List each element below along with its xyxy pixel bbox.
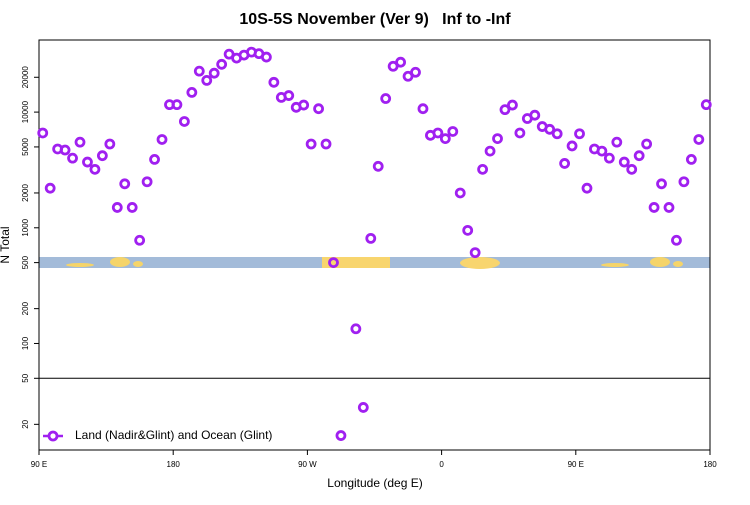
point bbox=[581, 182, 593, 194]
point bbox=[507, 99, 518, 111]
point bbox=[417, 103, 429, 115]
point bbox=[618, 156, 630, 168]
point bbox=[566, 140, 578, 152]
point bbox=[149, 154, 160, 165]
point bbox=[193, 65, 205, 77]
y-tick-label: 500 bbox=[21, 255, 30, 269]
point bbox=[104, 138, 116, 150]
point bbox=[484, 145, 496, 157]
point bbox=[328, 257, 339, 269]
x-tick-label: 90 E bbox=[31, 460, 47, 469]
point bbox=[372, 160, 384, 172]
point bbox=[119, 178, 131, 190]
y-axis-label: N Total bbox=[0, 226, 12, 263]
point bbox=[37, 127, 49, 139]
point bbox=[283, 90, 295, 101]
point bbox=[395, 56, 406, 68]
point bbox=[656, 178, 667, 190]
point bbox=[454, 187, 466, 199]
point bbox=[260, 51, 272, 63]
point bbox=[514, 127, 526, 139]
point bbox=[216, 58, 228, 70]
x-tick-label: 180 bbox=[703, 460, 717, 469]
point bbox=[432, 127, 444, 139]
y-tick-label: 200 bbox=[21, 301, 30, 315]
point bbox=[67, 152, 78, 164]
point bbox=[380, 93, 392, 104]
point bbox=[641, 138, 653, 150]
point bbox=[305, 138, 317, 150]
point bbox=[89, 163, 101, 175]
y-tick-label: 50 bbox=[21, 373, 30, 382]
point bbox=[447, 126, 459, 137]
point bbox=[126, 202, 138, 213]
point bbox=[171, 99, 183, 111]
point bbox=[499, 104, 511, 116]
x-tick-label: 90 E bbox=[568, 460, 584, 469]
point bbox=[178, 116, 190, 127]
point bbox=[462, 224, 474, 236]
point bbox=[700, 99, 712, 111]
plot-frame bbox=[38, 39, 711, 451]
legend-label: Land (Nadir&Glint) and Ocean (Glint) bbox=[75, 428, 272, 442]
point bbox=[574, 128, 585, 140]
point bbox=[410, 66, 421, 78]
point bbox=[365, 232, 377, 244]
point bbox=[357, 402, 369, 413]
point bbox=[492, 133, 503, 145]
point bbox=[596, 145, 608, 157]
point bbox=[201, 74, 213, 86]
y-tick-label: 2000 bbox=[21, 184, 30, 202]
y-tick-label: 20 bbox=[21, 419, 30, 428]
point bbox=[156, 134, 168, 145]
x-axis-label: Longitude (deg E) bbox=[327, 476, 422, 490]
point bbox=[626, 163, 638, 175]
point bbox=[603, 152, 615, 164]
point bbox=[350, 323, 362, 335]
point bbox=[141, 176, 153, 188]
point bbox=[335, 430, 347, 441]
y-tick-label: 1000 bbox=[21, 218, 30, 236]
point bbox=[611, 136, 623, 148]
point bbox=[111, 202, 123, 213]
point bbox=[559, 158, 571, 169]
point bbox=[663, 202, 675, 213]
point bbox=[648, 202, 660, 213]
point bbox=[298, 99, 310, 111]
point bbox=[59, 144, 71, 156]
point bbox=[685, 154, 697, 165]
point bbox=[96, 150, 108, 162]
point bbox=[82, 156, 93, 168]
chart-title: 10S-5S November (Ver 9) Inf to -Inf bbox=[239, 11, 511, 28]
x-tick-label: 90 W bbox=[298, 460, 317, 469]
point bbox=[134, 234, 146, 246]
point bbox=[320, 138, 332, 150]
point bbox=[313, 103, 324, 115]
y-tick-label: 5000 bbox=[21, 137, 30, 155]
point bbox=[74, 136, 86, 148]
y-tick-label: 100 bbox=[21, 336, 30, 350]
y-tick-label: 20000 bbox=[21, 66, 30, 89]
y-tick-label: 10000 bbox=[21, 100, 30, 123]
point bbox=[469, 247, 481, 259]
point bbox=[477, 163, 489, 175]
point bbox=[208, 67, 220, 79]
point bbox=[268, 76, 280, 88]
map-strip bbox=[39, 257, 710, 269]
point bbox=[633, 150, 645, 162]
point bbox=[529, 109, 541, 121]
point bbox=[544, 123, 556, 135]
point bbox=[551, 128, 563, 140]
point bbox=[186, 87, 198, 98]
point bbox=[439, 133, 451, 145]
legend-marker bbox=[47, 430, 59, 442]
x-tick-label: 180 bbox=[167, 460, 181, 469]
point bbox=[44, 182, 56, 194]
point bbox=[671, 234, 682, 246]
point bbox=[678, 176, 690, 188]
point bbox=[693, 134, 705, 145]
x-tick-label: 0 bbox=[439, 460, 444, 469]
